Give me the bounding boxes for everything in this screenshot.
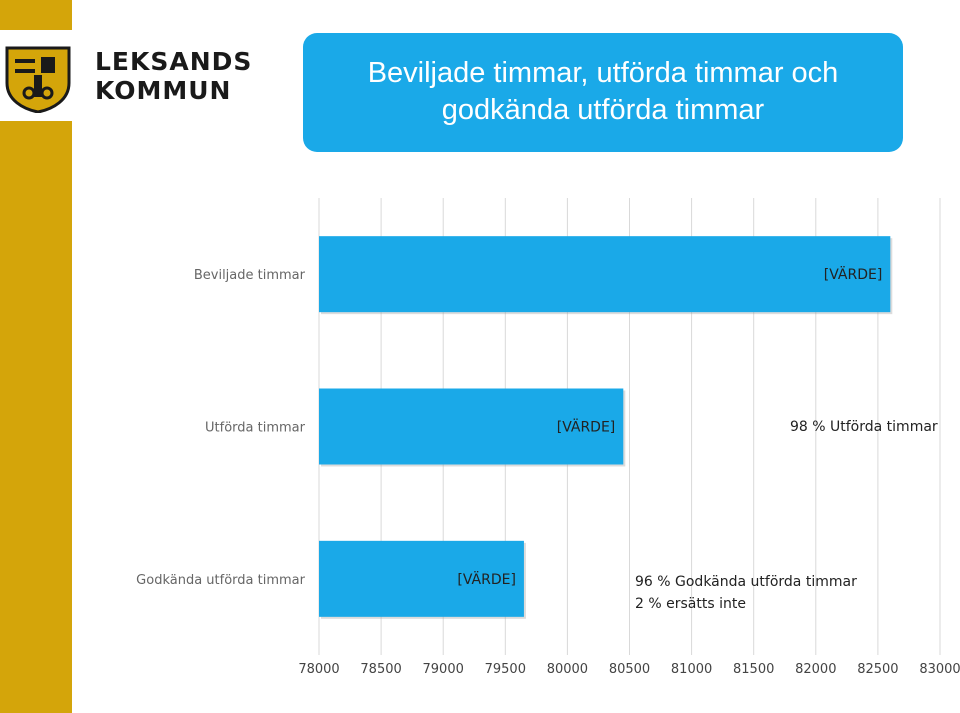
title-banner: Beviljade timmar, utförda timmar och god… xyxy=(303,33,903,152)
annotation-godkanda-line-2: 2 % ersätts inte xyxy=(635,596,746,612)
x-tick-label: 80500 xyxy=(609,662,650,677)
gold-strip-top xyxy=(0,0,72,30)
x-tick-label: 79500 xyxy=(485,662,526,677)
category-label: Beviljade timmar xyxy=(194,268,306,283)
annotation-godkanda-line-1: 96 % Godkända utförda timmar xyxy=(635,574,857,590)
chart-title: Beviljade timmar, utförda timmar och god… xyxy=(367,57,839,126)
x-tick-label: 82500 xyxy=(857,662,898,677)
data-label: [VÄRDE] xyxy=(824,265,883,283)
x-tick-label: 80000 xyxy=(547,662,588,677)
bar xyxy=(319,540,524,617)
logo-line-1: LEKSANDS xyxy=(95,47,253,76)
x-tick-label: 81500 xyxy=(733,662,774,677)
logo-line-2: KOMMUN xyxy=(95,76,232,105)
x-tick-label: 82000 xyxy=(795,662,836,677)
data-label: [VÄRDE] xyxy=(457,570,516,588)
bar xyxy=(319,236,891,313)
x-tick-label: 78000 xyxy=(298,662,339,677)
x-tick-label: 78500 xyxy=(360,662,401,677)
annotation-utforda: 98 % Utförda timmar xyxy=(790,419,938,435)
gold-strip-side xyxy=(0,121,72,713)
x-tick-label: 81000 xyxy=(671,662,712,677)
x-tick-label: 79000 xyxy=(423,662,464,677)
category-label: Godkända utförda timmar xyxy=(136,573,305,588)
logo: LEKSANDS KOMMUN xyxy=(3,45,275,113)
x-tick-label: 83000 xyxy=(919,662,960,677)
bar xyxy=(319,388,624,465)
coat-of-arms-icon xyxy=(5,46,71,113)
data-label: [VÄRDE] xyxy=(557,418,616,436)
category-label: Utförda timmar xyxy=(205,421,306,436)
